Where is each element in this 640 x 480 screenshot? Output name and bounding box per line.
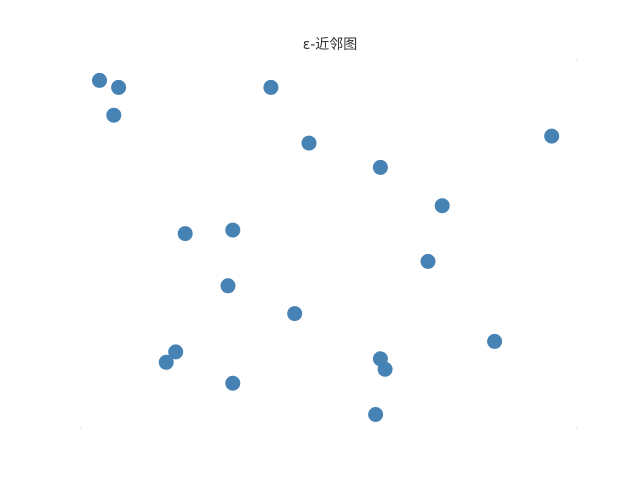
scatter-point-2 — [111, 79, 127, 95]
scatter-point-16 — [158, 354, 174, 370]
scatter-point-12 — [220, 278, 236, 294]
scatter-point-3 — [106, 107, 122, 123]
scatter-point-19 — [225, 375, 241, 391]
scatter-point-14 — [487, 333, 503, 349]
scatter-point-18 — [377, 361, 393, 377]
scatter-points — [92, 72, 560, 422]
scatter-point-9 — [177, 226, 193, 242]
scatter-point-8 — [434, 198, 450, 214]
scatter-point-1 — [92, 72, 107, 88]
scatter-point-11 — [420, 253, 436, 269]
scatter-point-5 — [301, 135, 317, 151]
scatter-point-7 — [544, 128, 560, 144]
chart-title: ε-近邻图 — [303, 37, 358, 53]
scatter-point-4 — [263, 79, 279, 95]
scatter-point-13 — [287, 306, 303, 322]
scatter-point-10 — [225, 222, 241, 238]
plot-frame — [80, 59, 578, 429]
scatter-point-15 — [168, 344, 184, 360]
scatter-point-20 — [368, 407, 384, 422]
scatter-point-6 — [372, 159, 388, 175]
